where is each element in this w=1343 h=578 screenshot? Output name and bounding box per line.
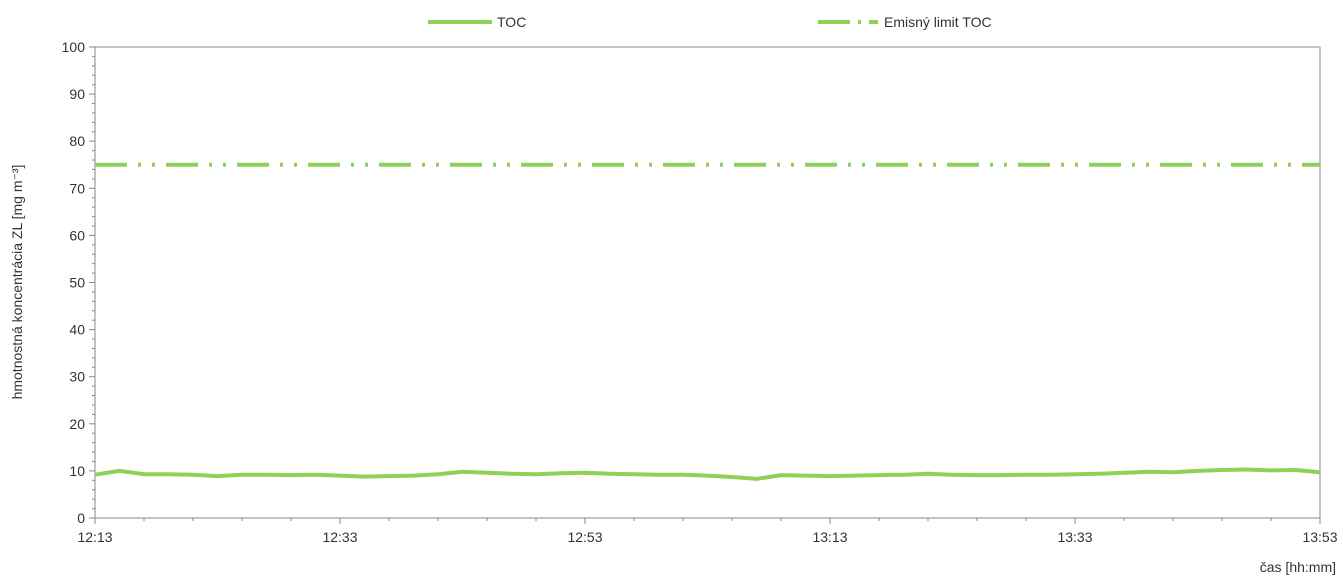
x-axis-label: čas [hh:mm] [1260,559,1336,575]
x-tick-label: 13:13 [812,529,847,545]
legend-label-toc: TOC [497,14,526,30]
y-tick-label: 90 [69,86,85,102]
x-axis: 12:13 12:33 12:53 13:13 13:33 13:53 [77,518,1338,545]
legend-label-emission-limit: Emisný limit TOC [884,14,992,30]
y-axis: 0 10 20 30 40 50 60 70 80 90 100 [62,39,95,526]
x-tick-label: 12:53 [567,529,602,545]
x-tick-label: 13:53 [1302,529,1337,545]
legend-item-emission-limit: Emisný limit TOC [818,14,992,30]
x-tick-label: 12:33 [322,529,357,545]
y-tick-label: 60 [69,227,85,243]
y-tick-label: 30 [69,369,85,385]
y-tick-label: 100 [62,39,86,55]
y-tick-label: 70 [69,180,85,196]
plot-area: 0 10 20 30 40 50 60 70 80 90 100 12:13 12:33 12:53 13… [62,39,1338,545]
y-axis-label: hmotnostná koncentrácia ZL [mg m⁻³] [9,165,25,400]
legend: TOC Emisný limit TOC [428,14,992,30]
plot-frame [94,46,1321,519]
y-tick-label: 50 [69,275,85,291]
y-tick-label: 40 [69,322,85,338]
legend-item-toc: TOC [428,14,526,30]
y-tick-label: 20 [69,416,85,432]
x-tick-label: 12:13 [77,529,112,545]
y-tick-label: 80 [69,133,85,149]
x-tick-label: 13:33 [1057,529,1092,545]
series-line-toc [94,467,1321,481]
series-layer [94,162,1321,481]
y-tick-label: 10 [69,463,85,479]
y-tick-label: 0 [77,510,85,526]
